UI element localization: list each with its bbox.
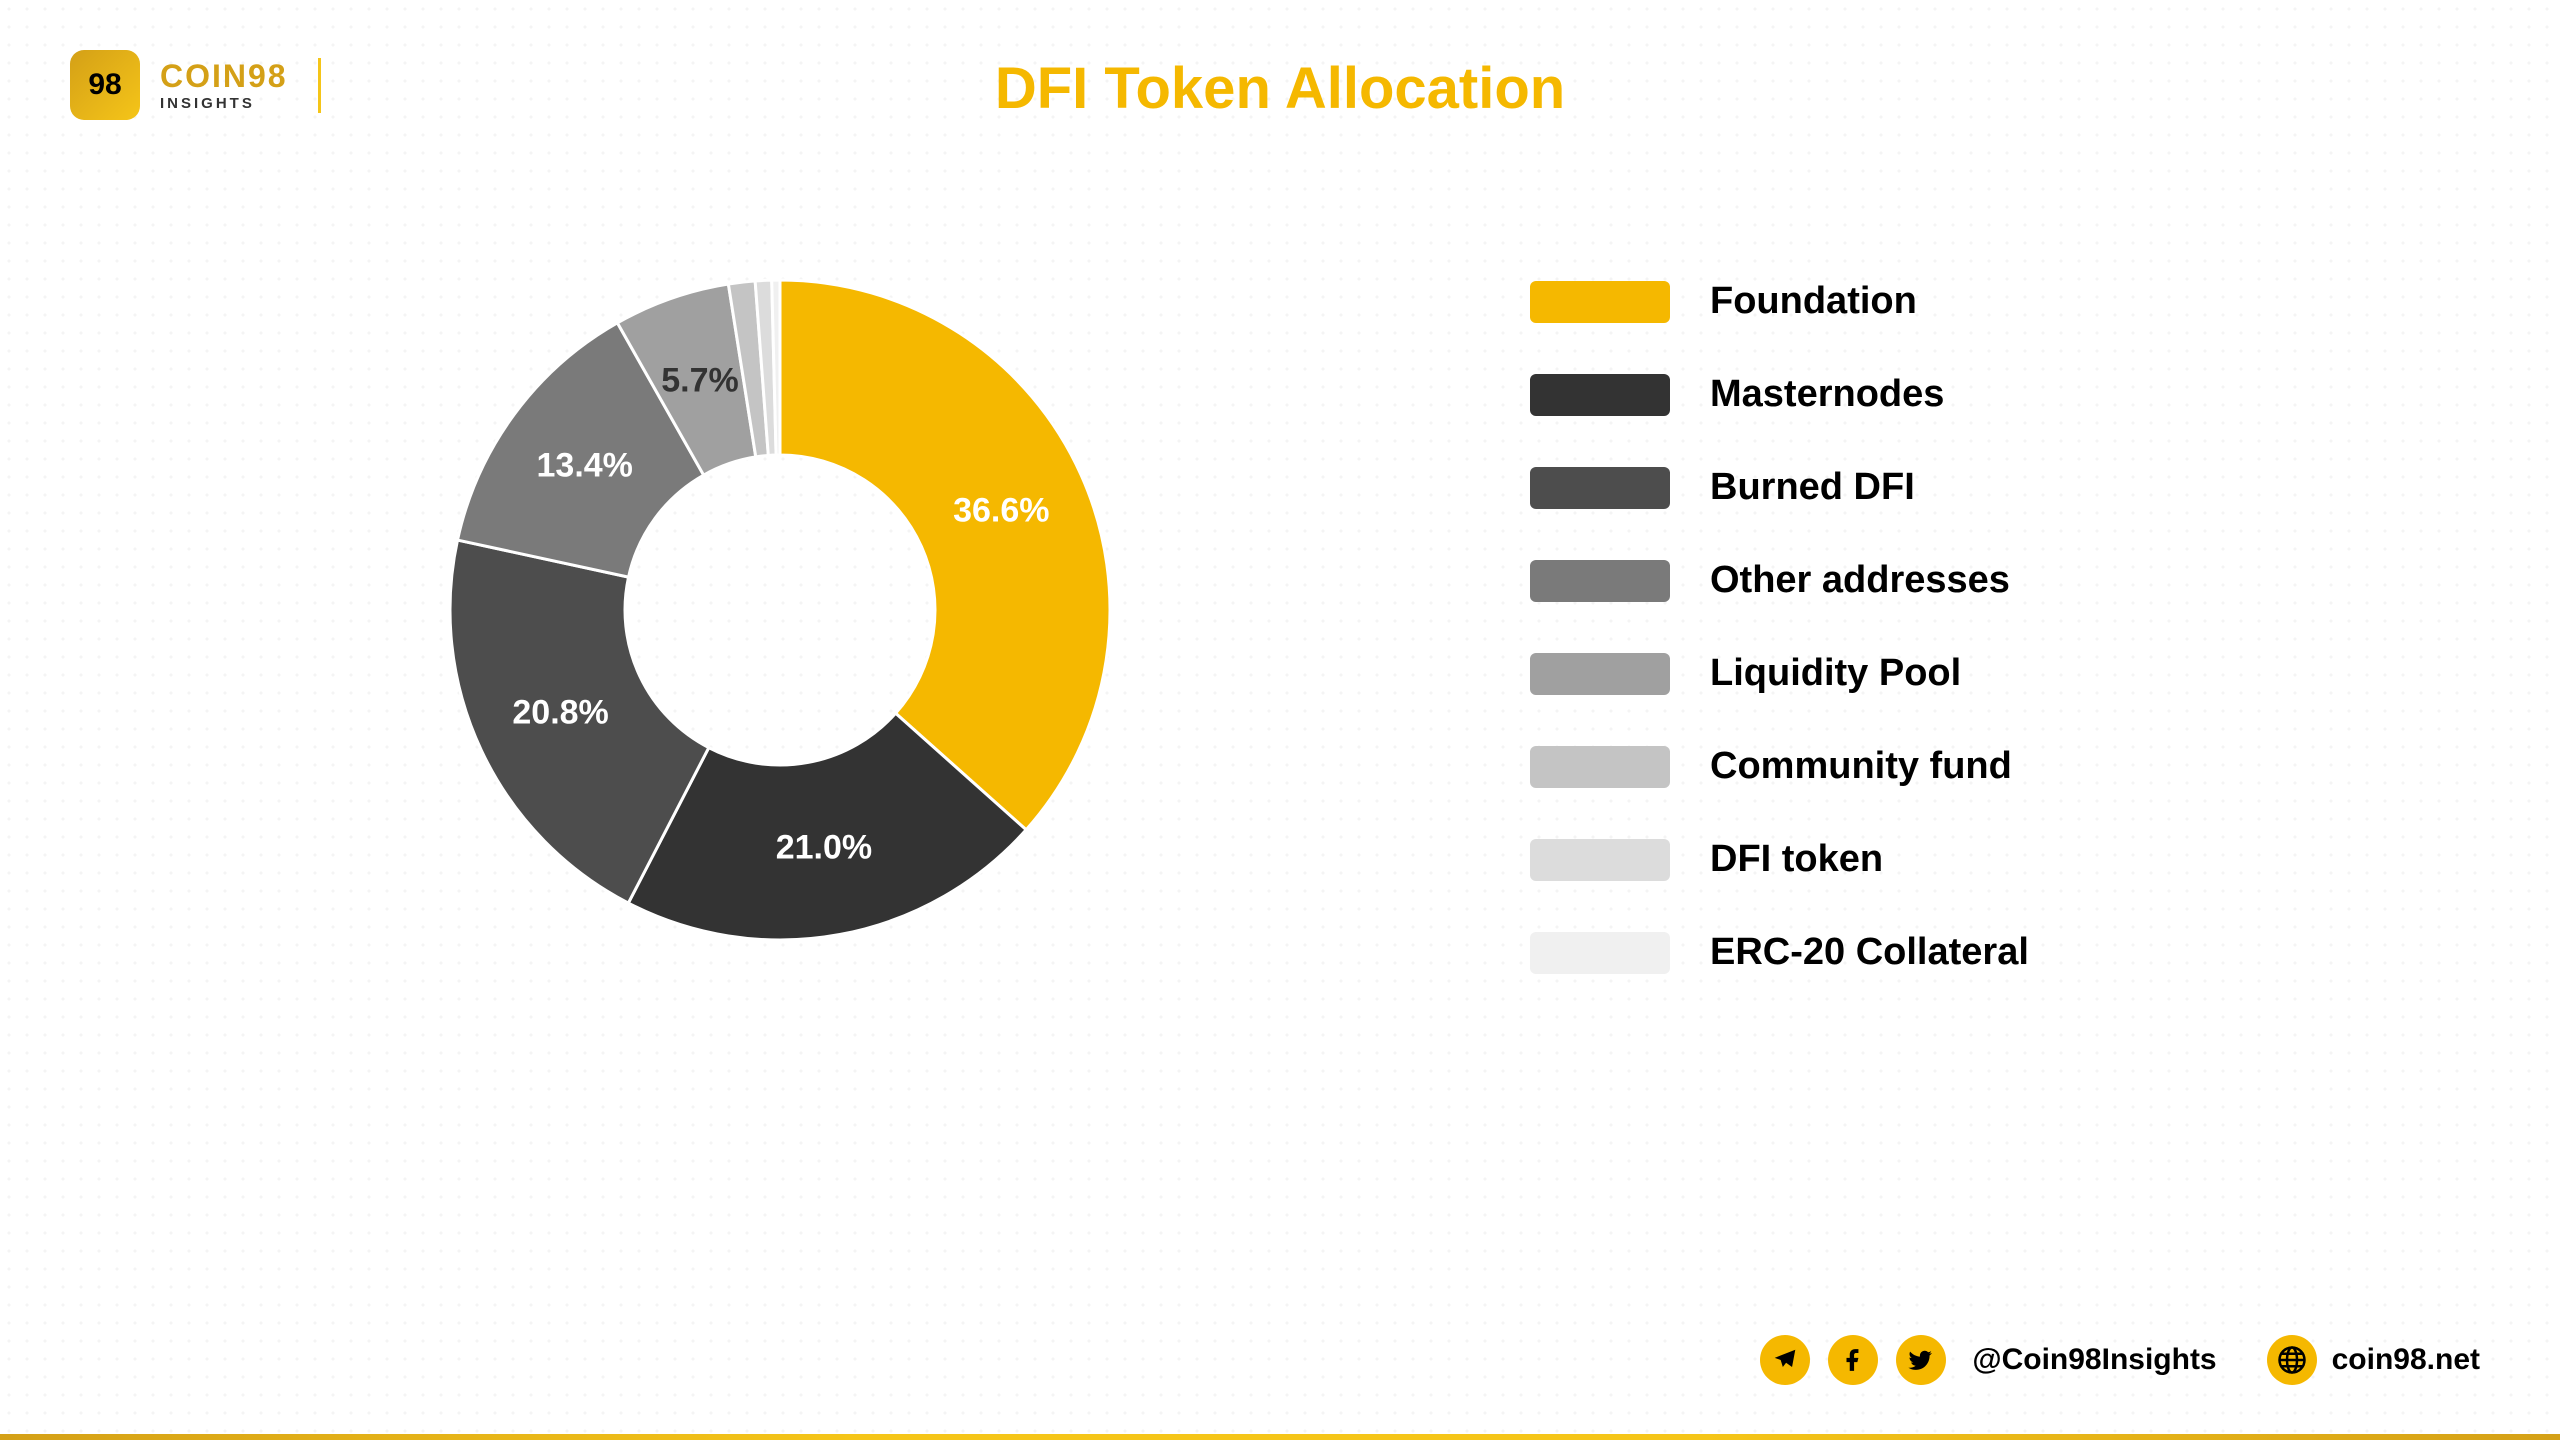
legend-swatch	[1530, 467, 1670, 509]
logo-divider	[318, 58, 321, 113]
legend-swatch	[1530, 932, 1670, 974]
legend-label: Masternodes	[1710, 373, 1944, 416]
legend-item: DFI token	[1530, 838, 2029, 881]
social-handle: @Coin98Insights	[1972, 1343, 2216, 1377]
website-group: coin98.net	[2267, 1335, 2480, 1385]
legend-swatch	[1530, 746, 1670, 788]
telegram-icon	[1760, 1335, 1810, 1385]
legend: Foundation Masternodes Burned DFI Other add…	[1530, 280, 2029, 974]
slice-label: 20.8%	[512, 694, 608, 733]
donut-chart: 36.6% 21.0% 20.8% 13.4% 5.7%	[430, 260, 1130, 960]
legend-label: Burned DFI	[1710, 466, 1915, 509]
legend-label: ERC-20 Collateral	[1710, 931, 2029, 974]
social-group: @Coin98Insights	[1760, 1335, 2216, 1385]
logo-sub-text: INSIGHTS	[160, 95, 288, 112]
legend-label: Community fund	[1710, 745, 2012, 788]
globe-icon	[2267, 1335, 2317, 1385]
legend-swatch	[1530, 653, 1670, 695]
legend-label: Other addresses	[1710, 559, 2010, 602]
legend-item: Liquidity Pool	[1530, 652, 2029, 695]
legend-label: DFI token	[1710, 838, 1883, 881]
legend-item: Masternodes	[1530, 373, 2029, 416]
slice-label: 21.0%	[776, 829, 872, 868]
slice-label: 5.7%	[661, 362, 739, 401]
logo: 98 COIN98 INSIGHTS	[70, 50, 321, 120]
website-text: coin98.net	[2332, 1343, 2480, 1377]
legend-swatch	[1530, 374, 1670, 416]
footer: @Coin98Insights coin98.net	[1760, 1335, 2480, 1385]
legend-label: Foundation	[1710, 280, 1917, 323]
facebook-icon	[1828, 1335, 1878, 1385]
logo-main-text: COIN98	[160, 58, 288, 95]
legend-item: ERC-20 Collateral	[1530, 931, 2029, 974]
slice-label: 13.4%	[537, 447, 633, 486]
legend-label: Liquidity Pool	[1710, 652, 1961, 695]
legend-item: Other addresses	[1530, 559, 2029, 602]
legend-swatch	[1530, 281, 1670, 323]
logo-badge: 98	[70, 50, 140, 120]
legend-item: Community fund	[1530, 745, 2029, 788]
legend-item: Burned DFI	[1530, 466, 2029, 509]
slice-label: 36.6%	[953, 491, 1049, 530]
legend-swatch	[1530, 560, 1670, 602]
legend-item: Foundation	[1530, 280, 2029, 323]
donut-slice	[780, 280, 1110, 830]
bottom-accent-border	[0, 1434, 2560, 1440]
twitter-icon	[1896, 1335, 1946, 1385]
legend-swatch	[1530, 839, 1670, 881]
page-title: DFI Token Allocation	[995, 55, 1565, 122]
